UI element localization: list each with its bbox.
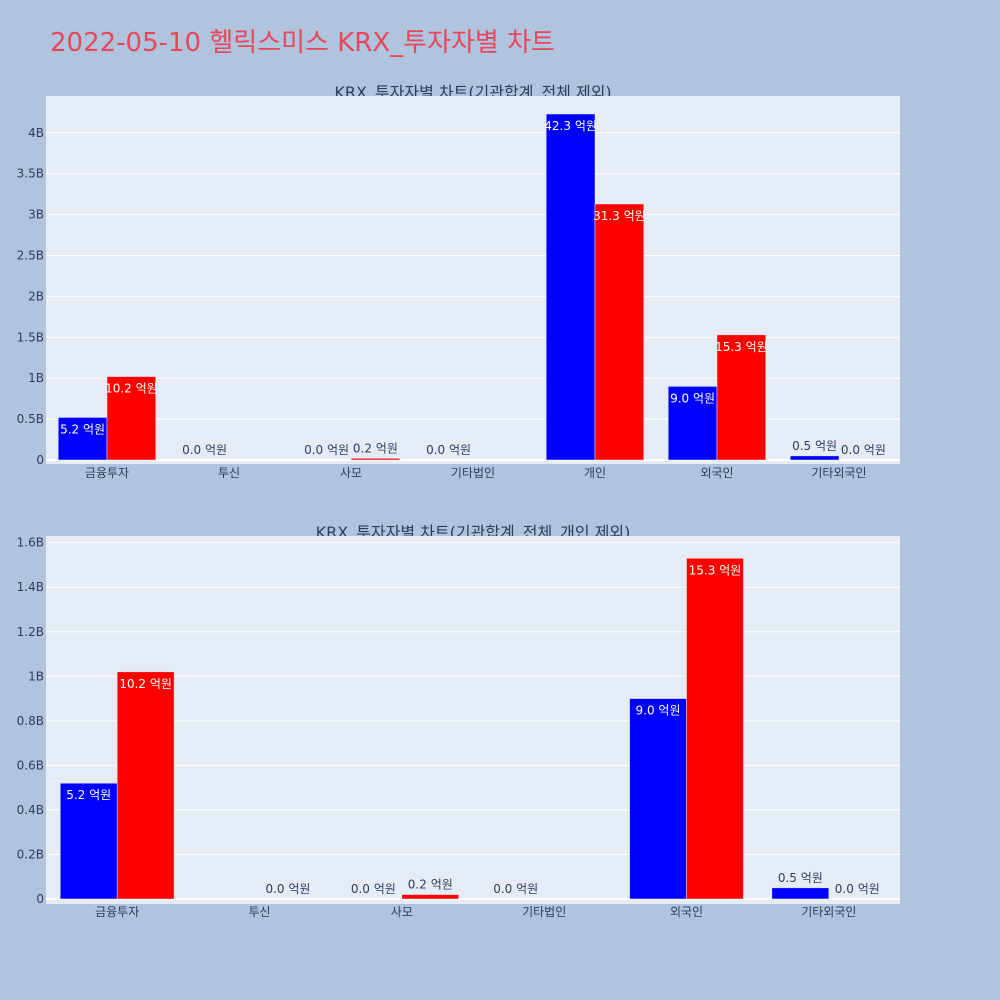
chart1-bar bbox=[350, 458, 401, 461]
chart1-data-label: 9.0 억원 bbox=[670, 391, 715, 405]
chart2-data-label: 10.2 억원 bbox=[119, 677, 172, 691]
chart1-bar bbox=[716, 334, 767, 461]
chart1-data-label: 5.2 억원 bbox=[60, 422, 105, 436]
chart1-x-tick-label: 사모 bbox=[340, 466, 362, 480]
chart1-bar bbox=[545, 113, 596, 461]
chart1-data-label: 10.2 억원 bbox=[105, 382, 158, 396]
chart1-y-tick-label: 2B bbox=[28, 289, 44, 303]
chart2-y-tick-label: 0.6B bbox=[17, 758, 44, 772]
chart2-x-tick-label: 기타법인 bbox=[522, 905, 566, 919]
chart1-y-tick-label: 0.5B bbox=[17, 412, 44, 426]
chart1-data-label: 0.2 억원 bbox=[353, 441, 398, 455]
chart1-x-tick-label: 기타법인 bbox=[451, 466, 495, 480]
chart2-data-label: 0.0 억원 bbox=[835, 882, 880, 896]
chart2-y-tick-label: 1.6B bbox=[17, 536, 44, 550]
chart1-y-tick-label: 4B bbox=[28, 126, 44, 140]
chart1-bar bbox=[106, 376, 157, 461]
chart2-bar bbox=[401, 894, 460, 900]
chart2-bar bbox=[59, 782, 118, 900]
chart2-y-tick-label: 0.2B bbox=[17, 847, 44, 861]
chart2-data-label: 15.3 억원 bbox=[689, 563, 742, 577]
chart2-bar bbox=[116, 671, 175, 900]
chart2-x-tick-label: 사모 bbox=[391, 905, 413, 919]
chart1-bar bbox=[667, 386, 718, 461]
chart1-y-tick-label: 2.5B bbox=[17, 249, 44, 263]
chart1-x-tick-label: 금융투자 bbox=[85, 466, 129, 480]
chart2-y-tick-label: 0.8B bbox=[17, 714, 44, 728]
chart1-x-tick-label: 투신 bbox=[218, 466, 240, 480]
chart1-data-label: 0.0 억원 bbox=[426, 443, 471, 457]
chart2-y-tick-label: 0 bbox=[36, 892, 44, 906]
chart1-y-tick-label: 3B bbox=[28, 208, 44, 222]
chart1-y-tick-label: 1.5B bbox=[17, 330, 44, 344]
chart1-data-label: 0.5 억원 bbox=[792, 439, 837, 453]
chart1-data-label: 0.0 억원 bbox=[182, 443, 227, 457]
chart2-y-tick-label: 0.4B bbox=[17, 803, 44, 817]
chart2-data-label: 0.5 억원 bbox=[778, 871, 823, 885]
chart1-x-tick-label: 외국인 bbox=[700, 466, 733, 480]
chart2-plot-bg bbox=[46, 536, 900, 904]
chart1-x-tick-label: 기타외국인 bbox=[811, 466, 866, 480]
chart1-x-tick-label: 개인 bbox=[584, 466, 606, 480]
chart1-y-tick-label: 0 bbox=[36, 453, 44, 467]
chart2-bar bbox=[686, 558, 744, 900]
chart2-bar bbox=[629, 698, 687, 900]
chart2-x-tick-label: 외국인 bbox=[670, 905, 703, 919]
chart1-bar bbox=[57, 417, 108, 461]
chart1-data-label: 15.3 억원 bbox=[715, 340, 768, 354]
chart2-data-label: 9.0 억원 bbox=[636, 704, 681, 718]
chart2-data-label: 0.0 억원 bbox=[351, 882, 396, 896]
chart2-data-label: 0.0 억원 bbox=[265, 882, 310, 896]
page-title: 2022-05-10 헬릭스미스 KRX_투자자별 차트 bbox=[50, 28, 555, 58]
chart2-y-tick-label: 1.4B bbox=[17, 580, 44, 594]
chart1-data-label: 31.3 억원 bbox=[593, 209, 646, 223]
chart2-x-tick-label: 기타외국인 bbox=[801, 905, 856, 919]
chart1-plot-bg bbox=[46, 96, 900, 464]
chart1-y-tick-label: 1B bbox=[28, 371, 44, 385]
chart1-bar bbox=[789, 455, 840, 461]
chart1-bar bbox=[594, 203, 645, 461]
chart2-x-tick-label: 금융투자 bbox=[95, 905, 139, 919]
chart2-y-tick-label: 1.2B bbox=[17, 625, 44, 639]
chart2-data-label: 0.0 억원 bbox=[493, 882, 538, 896]
chart1-data-label: 0.0 억원 bbox=[304, 443, 349, 457]
chart2-data-label: 0.2 억원 bbox=[408, 878, 453, 892]
chart1-data-label: 42.3 억원 bbox=[544, 119, 597, 133]
chart2-y-tick-label: 1B bbox=[28, 669, 44, 683]
chart2-bar bbox=[771, 887, 830, 900]
chart2-x-tick-label: 투신 bbox=[248, 905, 270, 919]
chart2-data-label: 5.2 억원 bbox=[66, 788, 111, 802]
chart1-y-tick-label: 3.5B bbox=[17, 167, 44, 181]
chart1-data-label: 0.0 억원 bbox=[841, 443, 886, 457]
